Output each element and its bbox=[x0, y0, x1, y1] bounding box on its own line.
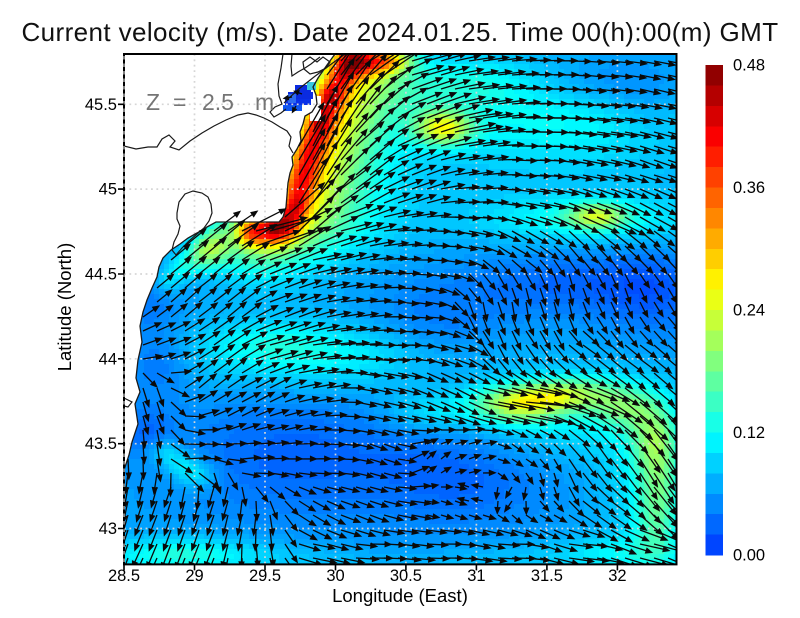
svg-text:Longitude (East): Longitude (East) bbox=[332, 585, 468, 606]
svg-text:44.5: 44.5 bbox=[85, 266, 117, 284]
svg-text:=: = bbox=[173, 89, 186, 115]
svg-text:44: 44 bbox=[99, 350, 117, 368]
svg-text:0.12: 0.12 bbox=[733, 424, 765, 442]
svg-text:43.5: 43.5 bbox=[85, 435, 117, 453]
svg-text:m: m bbox=[255, 89, 274, 115]
svg-text:29.5: 29.5 bbox=[249, 567, 281, 585]
svg-text:28.5: 28.5 bbox=[108, 567, 140, 585]
svg-text:Z: Z bbox=[146, 89, 160, 115]
svg-text:45.5: 45.5 bbox=[85, 96, 117, 114]
svg-text:0.24: 0.24 bbox=[733, 302, 765, 320]
svg-text:Latitude (North): Latitude (North) bbox=[54, 243, 75, 372]
svg-text:0.36: 0.36 bbox=[733, 179, 765, 197]
svg-text:2.5: 2.5 bbox=[202, 89, 234, 115]
svg-text:0.00: 0.00 bbox=[733, 547, 765, 565]
svg-text:45: 45 bbox=[99, 181, 117, 199]
svg-text:30: 30 bbox=[326, 567, 344, 585]
svg-text:0.48: 0.48 bbox=[733, 57, 765, 75]
svg-text:43: 43 bbox=[99, 520, 117, 538]
svg-text:Current velocity (m/s). Date 2: Current velocity (m/s). Date 2024.01.25.… bbox=[22, 17, 779, 47]
svg-text:30.5: 30.5 bbox=[390, 567, 422, 585]
svg-text:32: 32 bbox=[608, 567, 626, 585]
svg-text:31.5: 31.5 bbox=[531, 567, 563, 585]
svg-text:31: 31 bbox=[467, 567, 485, 585]
svg-text:29: 29 bbox=[185, 567, 203, 585]
